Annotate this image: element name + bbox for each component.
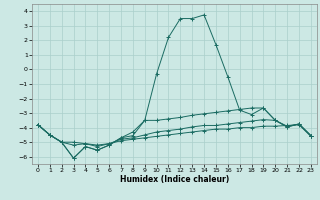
X-axis label: Humidex (Indice chaleur): Humidex (Indice chaleur): [120, 175, 229, 184]
